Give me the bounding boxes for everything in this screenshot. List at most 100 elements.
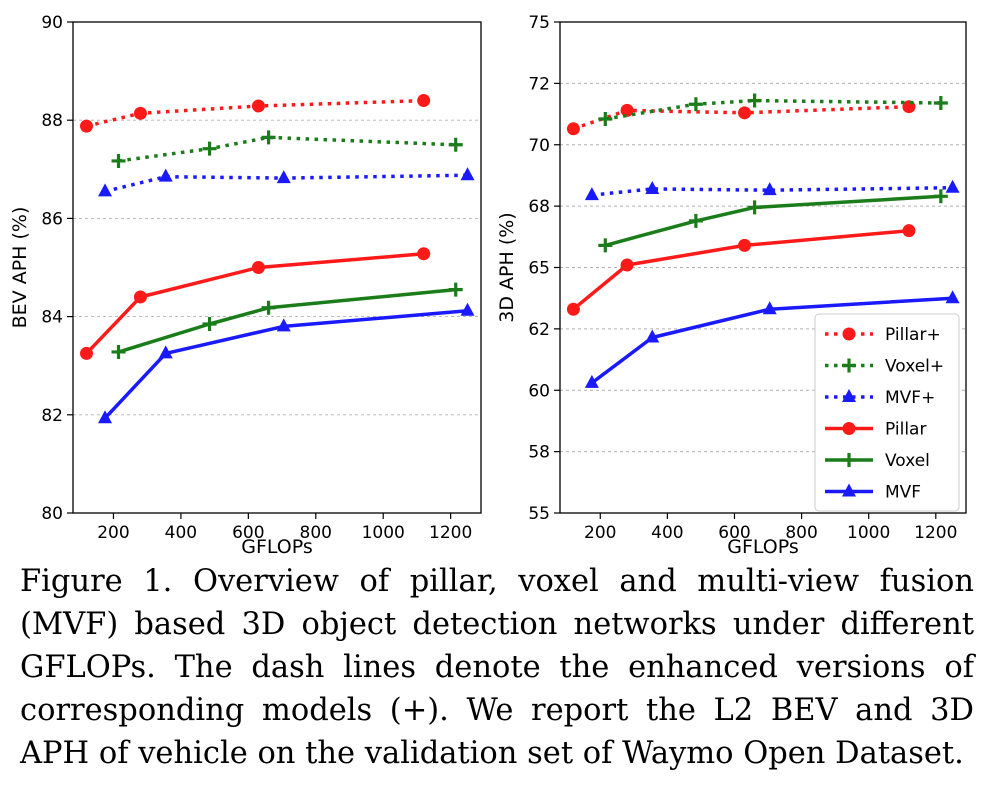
series-line-pillar-plus (86, 98, 424, 128)
series-line-voxel-plus (118, 135, 456, 163)
y-tick-label: 55 (528, 504, 550, 524)
y-tick-label: 58 (528, 443, 550, 463)
y-tick-label: 68 (528, 197, 550, 217)
legend-label: Voxel (885, 451, 930, 471)
data-point-pillar (79, 346, 93, 360)
y-tick-label: 75 (528, 13, 550, 33)
y-tick-label: 65 (528, 259, 550, 279)
data-point-voxel (688, 213, 703, 228)
data-point-mvf-plus (98, 183, 113, 197)
data-point-voxel (448, 282, 463, 297)
legend-entry-pillar-plus: Pillar+ (825, 325, 941, 345)
x-tick-label: 600 (718, 523, 750, 543)
x-tick-label: 800 (300, 523, 332, 543)
series-pillar (566, 224, 916, 316)
series-pillar (79, 247, 431, 360)
legend-entry-mvf-plus: MVF+ (825, 388, 935, 408)
data-point-mvf (762, 301, 777, 315)
data-point-voxel-plus (202, 141, 217, 156)
data-point-pillar-plus (417, 94, 431, 108)
x-tick-label: 600 (232, 523, 264, 543)
legend-label: MVF+ (885, 388, 935, 408)
x-tick-label: 400 (165, 523, 197, 543)
data-point-mvf (98, 410, 113, 424)
y-axis-label: BEV APH (%) (9, 207, 31, 329)
data-point-mvf (276, 318, 291, 332)
data-point-pillar (133, 290, 147, 304)
data-point-mvf (460, 302, 475, 316)
x-tick-label: 200 (97, 523, 129, 543)
series-voxel (111, 282, 463, 359)
data-point-pillar (566, 302, 580, 316)
axes-frame (72, 21, 482, 514)
y-tick-label: 88 (41, 111, 63, 131)
legend-label: Pillar (885, 420, 926, 440)
data-point-mvf-plus (945, 179, 960, 193)
data-point-pillar (902, 224, 916, 238)
series-line-mvf-plus (591, 185, 953, 197)
x-tick-label: 1200 (429, 523, 472, 543)
legend-marker (842, 483, 856, 497)
data-point-voxel (202, 316, 217, 331)
legend-entry-voxel: Voxel (825, 451, 930, 471)
series-mvf (584, 290, 960, 388)
x-tick-label: 1000 (847, 523, 890, 543)
data-point-mvf (584, 374, 599, 388)
data-point-pillar-plus (251, 99, 265, 113)
data-point-mvf-plus (584, 187, 599, 201)
figure-caption: Figure 1. Overview of pillar, voxel and … (20, 564, 974, 771)
series-mvf (98, 302, 475, 424)
data-point-mvf-plus (762, 182, 777, 196)
series-line-pillar (85, 252, 424, 355)
bev-aph-plot: 80 82 84 86 88 90 200 400 600 800 1000 1200 GFLOPs BE… (9, 13, 482, 558)
axes-frame (559, 21, 967, 514)
data-point-pillar-plus (79, 119, 93, 133)
3d-aph-plot: 55 58 60 62 65 68 70 72 75 200 400 600 800 1000 1200 GF… (496, 13, 967, 558)
data-point-mvf-plus (460, 167, 475, 181)
y-tick-label: 82 (41, 406, 63, 426)
y-tick-label: 84 (41, 308, 63, 328)
data-point-mvf (645, 329, 660, 343)
y-tick-label: 70 (528, 136, 550, 156)
legend-marker (842, 422, 856, 435)
data-point-voxel-plus (598, 111, 613, 126)
data-point-voxel-plus (933, 96, 948, 111)
x-tick-label: 1200 (914, 523, 957, 543)
y-tick-label: 86 (41, 209, 63, 229)
legend-entry-mvf: MVF (825, 483, 921, 503)
x-tick-label: 200 (584, 523, 616, 543)
data-point-pillar-plus (566, 122, 580, 136)
data-point-mvf-plus (276, 170, 291, 184)
data-point-voxel (111, 344, 126, 359)
data-point-voxel-plus (261, 130, 276, 145)
series-mvf-plus (584, 179, 960, 201)
series-voxel (598, 189, 948, 253)
data-point-pillar (620, 258, 634, 272)
data-point-voxel (598, 238, 613, 253)
y-tick-label: 90 (41, 13, 63, 33)
legend-entry-voxel-plus: Voxel+ (825, 357, 944, 377)
series-pillar-plus (566, 100, 916, 136)
legend-marker (842, 358, 856, 373)
series-voxel-plus (598, 93, 948, 126)
legend: Pillar+ Voxel+ MVF+ Pillar Voxel MVF (814, 313, 960, 512)
legend-marker (842, 327, 856, 341)
series-line-pillar (572, 228, 910, 311)
y-tick-label: 80 (41, 504, 63, 524)
legend-marker (842, 389, 856, 402)
x-tick-label: 1000 (362, 523, 405, 543)
legend-label: Voxel+ (885, 357, 944, 377)
x-axis-label: GFLOPs (241, 536, 313, 558)
legend-label: MVF (885, 483, 921, 503)
data-point-voxel-plus (688, 97, 703, 112)
series-line-mvf (590, 296, 953, 385)
data-point-pillar (417, 247, 431, 261)
y-tick-label: 60 (528, 381, 550, 401)
series-voxel-plus (111, 130, 463, 168)
data-point-voxel-plus (111, 153, 126, 168)
data-point-pillar-plus (620, 103, 634, 117)
series-line-voxel (117, 287, 456, 354)
data-point-voxel (261, 300, 276, 315)
data-point-pillar (738, 238, 752, 252)
series-line-voxel (604, 194, 941, 248)
